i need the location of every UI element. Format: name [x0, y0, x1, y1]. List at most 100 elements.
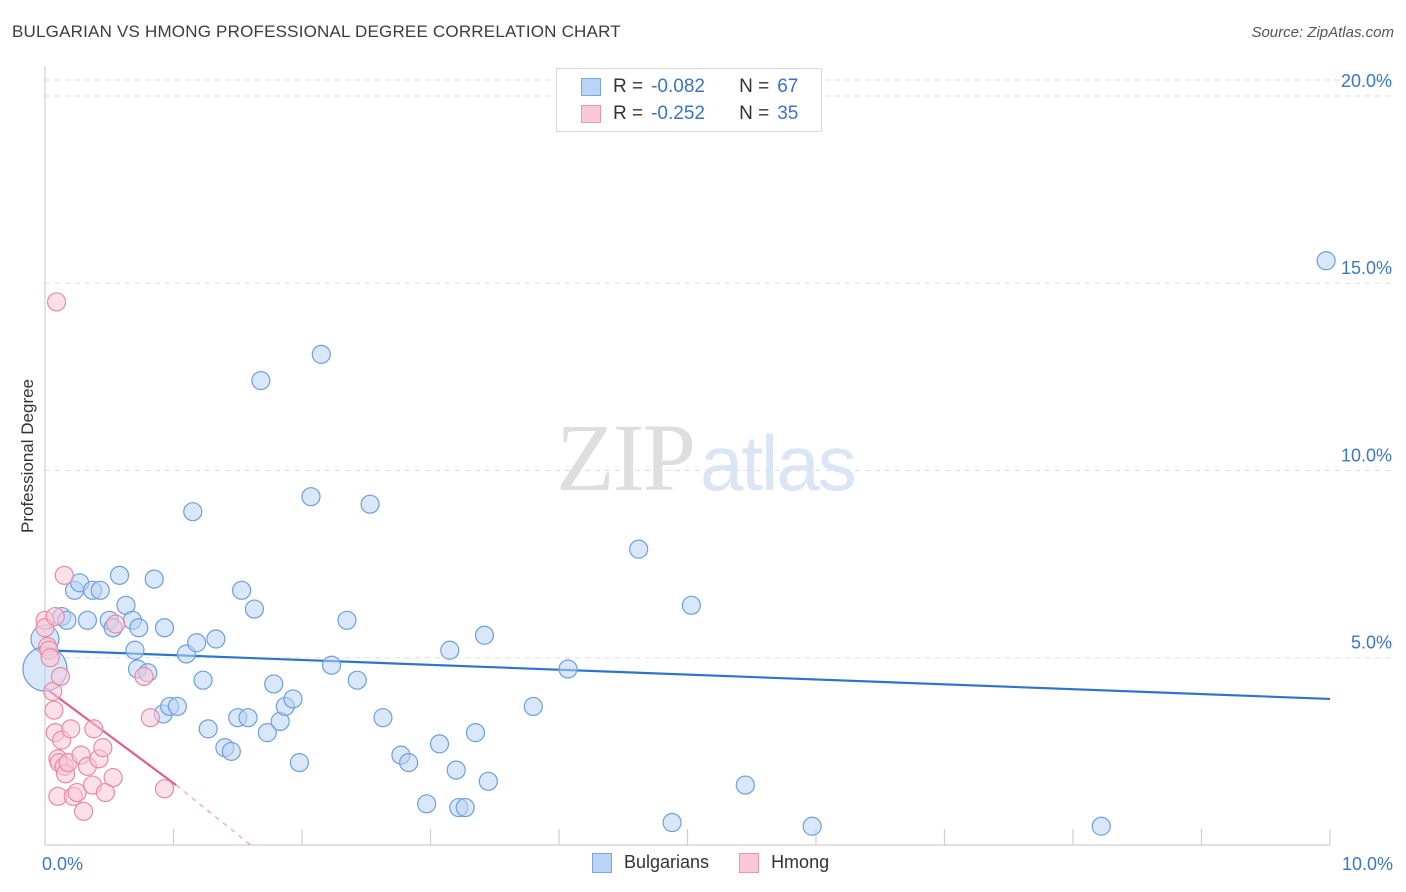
data-point-bulgarians: [417, 794, 437, 814]
data-point-bulgarians: [399, 753, 419, 773]
data-point-hmong: [93, 738, 113, 758]
data-point-bulgarians: [474, 625, 495, 645]
legend-swatch-hmong: [739, 852, 760, 873]
data-point-bulgarians: [232, 580, 252, 600]
data-point-hmong: [73, 801, 94, 821]
data-point-hmong: [95, 782, 115, 803]
legend-swatch-blue: [581, 78, 601, 96]
data-point-bulgarians: [455, 797, 475, 818]
watermark-atlas: atlas: [700, 419, 857, 507]
legend-row-hmong: R = -0.252 N = 35: [557, 102, 798, 126]
y-tick-label: 15.0%: [1341, 258, 1392, 278]
data-point-bulgarians: [429, 734, 450, 754]
data-point-hmong: [46, 292, 67, 312]
data-point-bulgarians: [167, 696, 187, 717]
data-point-bulgarians: [257, 723, 277, 743]
data-point-bulgarians: [198, 719, 218, 739]
watermark-zip: ZIP: [556, 404, 696, 511]
data-point-hmong: [43, 681, 63, 702]
data-point-hmong: [106, 614, 126, 634]
trend-line-hmong: [44, 686, 177, 786]
data-point-bulgarians: [478, 771, 498, 791]
data-point-hmong: [134, 666, 154, 687]
trend-line-bulgarians: [44, 649, 1331, 701]
legend-n-value: 67: [777, 76, 799, 97]
data-point-bulgarians: [347, 670, 367, 690]
legend-r-value: -0.082: [651, 76, 705, 97]
data-point-bulgarians: [238, 708, 258, 728]
legend-label-bulgarians: Bulgarians: [624, 852, 710, 872]
data-points: [22, 251, 1336, 836]
data-point-bulgarians: [183, 502, 203, 522]
legend-n-label: N =: [739, 103, 770, 124]
data-point-bulgarians: [465, 723, 486, 743]
data-point-bulgarians: [629, 539, 649, 559]
data-point-bulgarians: [154, 618, 175, 638]
data-point-hmong: [61, 719, 81, 739]
series-legend: Bulgarians Hmong: [592, 852, 859, 873]
data-point-bulgarians: [802, 816, 822, 836]
data-point-bulgarians: [193, 670, 213, 690]
legend-item-bulgarians[interactable]: Bulgarians: [592, 852, 709, 873]
tick-labels: 5.0% 10.0% 15.0% 20.0% 0.0% 10.0%: [42, 71, 1393, 874]
data-point-bulgarians: [77, 610, 98, 630]
data-point-bulgarians: [311, 344, 331, 364]
data-point-bulgarians: [301, 487, 321, 507]
data-point-bulgarians: [360, 494, 380, 514]
watermark: ZIPatlas: [556, 402, 857, 513]
data-point-bulgarians: [187, 633, 207, 653]
data-point-bulgarians: [221, 741, 241, 761]
data-point-hmong: [140, 708, 160, 728]
data-point-bulgarians: [321, 655, 342, 675]
x-tick-label: 10.0%: [1342, 854, 1393, 874]
data-point-bulgarians: [144, 569, 164, 589]
legend-item-hmong[interactable]: Hmong: [739, 852, 829, 873]
data-point-bulgarians: [244, 599, 265, 619]
legend-n-label: N =: [739, 76, 770, 97]
data-point-bulgarians: [109, 565, 130, 585]
data-point-bulgarians: [289, 753, 310, 773]
data-point-bulgarians: [129, 618, 149, 638]
data-point-bulgarians: [523, 696, 543, 717]
source-label: Source: ZipAtlas.com: [1251, 24, 1394, 41]
y-tick-label: 5.0%: [1351, 633, 1392, 653]
trend-lines: [44, 649, 1331, 846]
legend-r-label: R =: [613, 103, 644, 124]
x-tick-label: 0.0%: [42, 854, 83, 874]
data-point-hmong: [103, 767, 123, 788]
data-point-hmong: [154, 779, 175, 799]
legend-r-label: R =: [613, 76, 644, 97]
data-point-bulgarians: [681, 595, 701, 615]
data-point-bulgarians: [440, 640, 460, 660]
data-point-bulgarians: [251, 370, 271, 391]
legend-swatch-bulgarians: [592, 852, 612, 873]
data-point-hmong: [84, 719, 104, 739]
legend-label-hmong: Hmong: [771, 852, 830, 872]
data-point-bulgarians: [337, 610, 357, 630]
chart-title: BULGARIAN VS HMONG PROFESSIONAL DEGREE C…: [12, 22, 621, 41]
y-tick-label: 10.0%: [1341, 445, 1392, 465]
data-point-bulgarians: [1316, 251, 1336, 271]
data-point-hmong: [54, 565, 74, 585]
data-point-bulgarians: [90, 580, 110, 600]
trend-line-hmong-extension: [175, 784, 251, 846]
data-point-hmong: [50, 666, 71, 687]
data-point-hmong: [44, 700, 64, 720]
data-point-bulgarians: [283, 689, 303, 709]
y-tick-label: 20.0%: [1341, 71, 1392, 91]
legend-swatch-pink: [581, 105, 601, 123]
data-point-bulgarians: [373, 708, 393, 728]
axes: [44, 66, 1331, 846]
data-point-bulgarians: [446, 760, 466, 780]
legend-row-bulgarians: R = -0.082 N = 67: [557, 75, 798, 99]
data-point-bulgarians: [206, 629, 226, 649]
legend-n-value: 35: [777, 103, 799, 124]
data-point-hmong: [40, 648, 60, 668]
data-point-bulgarians: [558, 659, 578, 679]
legend-r-value: -0.252: [651, 103, 705, 124]
correlation-legend: R = -0.082 N = 67 R = -0.252 N = 35: [556, 68, 822, 132]
data-point-hmong: [45, 606, 65, 627]
data-point-bulgarians: [735, 775, 755, 795]
data-point-bulgarians: [662, 812, 682, 833]
